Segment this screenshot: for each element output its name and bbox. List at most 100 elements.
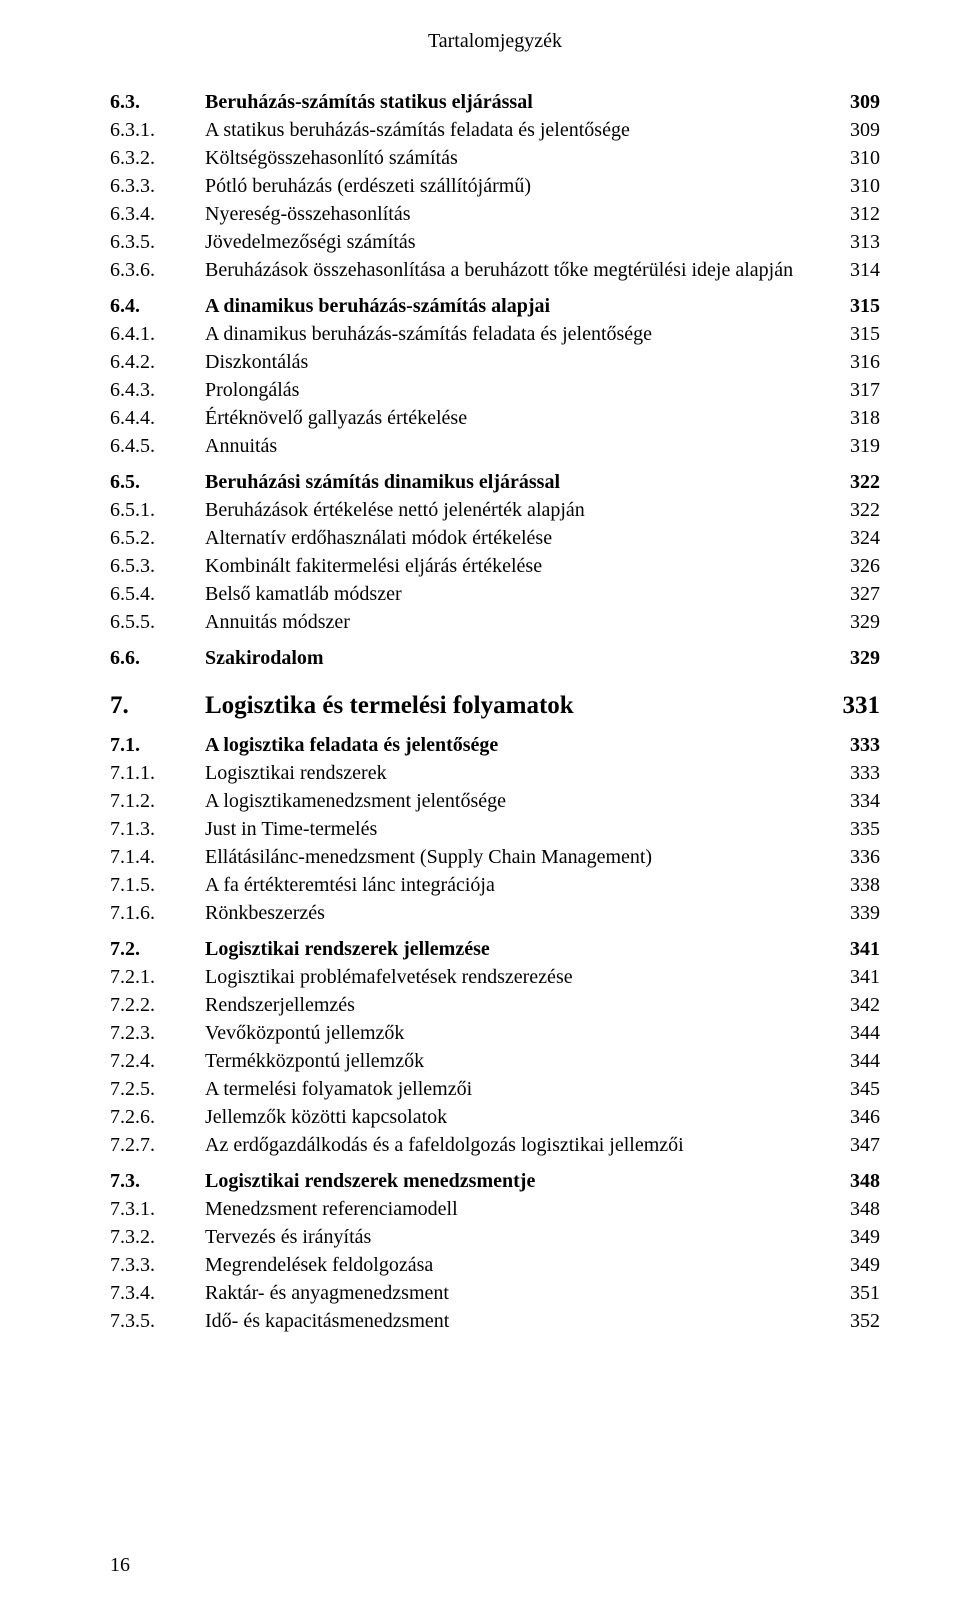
toc-entry: 6.5.2.Alternatív erdőhasználati módok ér… — [110, 525, 880, 552]
toc-entry-number: 6.5.2. — [110, 525, 205, 552]
toc-entry-page: 312 — [825, 201, 880, 228]
toc-entry-page: 348 — [825, 1168, 880, 1195]
toc-entry-number: 6.3.3. — [110, 173, 205, 200]
toc-entry-page: 310 — [825, 173, 880, 200]
toc-entry: 7.3.5.Idő- és kapacitásmenedzsment352 — [110, 1308, 880, 1335]
toc-entry: 6.5.3.Kombinált fakitermelési eljárás ér… — [110, 553, 880, 580]
toc-entry-number: 7.2. — [110, 936, 205, 963]
spacer — [110, 461, 880, 469]
toc-entry-title: Az erdőgazdálkodás és a fafeldolgozás lo… — [205, 1132, 825, 1159]
toc-entry-title: A statikus beruházás-számítás feladata é… — [205, 117, 825, 144]
toc-entry-page: 334 — [825, 788, 880, 815]
toc-entry-page: 333 — [825, 732, 880, 759]
toc-entry-title: Termékközpontú jellemzők — [205, 1048, 825, 1075]
toc-entry-number: 7.3.4. — [110, 1280, 205, 1307]
toc-entry-page: 317 — [825, 377, 880, 404]
toc-entry-page: 313 — [825, 229, 880, 256]
toc-entry-page: 315 — [825, 293, 880, 320]
toc-entry-page: 331 — [825, 689, 880, 723]
toc-entry: 6.4.4.Értéknövelő gallyazás értékelése31… — [110, 405, 880, 432]
toc-entry-title: Tervezés és irányítás — [205, 1224, 825, 1251]
toc-entry: 6.4.1.A dinamikus beruházás-számítás fel… — [110, 321, 880, 348]
toc-entry-title: Logisztikai rendszerek jellemzése — [205, 936, 825, 963]
toc-entry-number: 6.5.5. — [110, 609, 205, 636]
toc-entry-page: 324 — [825, 525, 880, 552]
toc-entry-number: 7.2.1. — [110, 964, 205, 991]
toc-entry-title: Költségösszehasonlító számítás — [205, 145, 825, 172]
toc-entry-page: 345 — [825, 1076, 880, 1103]
toc-entry: 7.1.2.A logisztikamenedzsment jelentőség… — [110, 788, 880, 815]
toc-entry-number: 7.2.5. — [110, 1076, 205, 1103]
toc-entry-number: 6.4.5. — [110, 433, 205, 460]
toc-entry-page: 348 — [825, 1196, 880, 1223]
toc-entry-title: Pótló beruházás (erdészeti szállítójármű… — [205, 173, 825, 200]
toc-entry-title: Beruházások értékelése nettó jelenérték … — [205, 497, 825, 524]
toc-entry-title: Beruházási számítás dinamikus eljárással — [205, 469, 825, 496]
toc-entry-title: Megrendelések feldolgozása — [205, 1252, 825, 1279]
toc-entry: 6.4.5.Annuitás319 — [110, 433, 880, 460]
toc-entry-number: 6.4.4. — [110, 405, 205, 432]
toc-entry-number: 7.1. — [110, 732, 205, 759]
toc-entry: 7.1.1.Logisztikai rendszerek333 — [110, 760, 880, 787]
toc-entry-title: Logisztikai problémafelvetések rendszere… — [205, 964, 825, 991]
toc-entry: 7.1.5.A fa értékteremtési lánc integráci… — [110, 872, 880, 899]
toc-entry-title: Beruházás-számítás statikus eljárással — [205, 89, 825, 116]
toc-entry-number: 7.3.5. — [110, 1308, 205, 1335]
toc-entry: 7.2.3.Vevőközpontú jellemzők344 — [110, 1020, 880, 1047]
toc-entry: 7.1.6.Rönkbeszerzés339 — [110, 900, 880, 927]
toc-entry: 6.3.5.Jövedelmezőségi számítás313 — [110, 229, 880, 256]
toc-entry: 7.1.A logisztika feladata és jelentősége… — [110, 732, 880, 759]
toc-entry-title: Logisztikai rendszerek menedzsmentje — [205, 1168, 825, 1195]
toc-entry-number: 7.2.6. — [110, 1104, 205, 1131]
toc-entry-page: 314 — [825, 257, 880, 284]
toc-entry-number: 7.1.6. — [110, 900, 205, 927]
toc-entry-page: 344 — [825, 1048, 880, 1075]
toc-entry-number: 7.3.3. — [110, 1252, 205, 1279]
toc-entry-title: A logisztika feladata és jelentősége — [205, 732, 825, 759]
toc-entry-number: 6.4.2. — [110, 349, 205, 376]
toc-entry-number: 6.5.4. — [110, 581, 205, 608]
toc-entry-title: Belső kamatláb módszer — [205, 581, 825, 608]
spacer — [110, 637, 880, 645]
toc-entry-number: 7.2.4. — [110, 1048, 205, 1075]
toc-entry-page: 315 — [825, 321, 880, 348]
toc-entry: 7.3.4.Raktár- és anyagmenedzsment351 — [110, 1280, 880, 1307]
toc-entry-page: 326 — [825, 553, 880, 580]
toc-page: Tartalomjegyzék 6.3.Beruházás-számítás s… — [0, 0, 960, 1597]
toc-entry-number: 7.1.5. — [110, 872, 205, 899]
toc-entry: 6.3.4.Nyereség-összehasonlítás312 — [110, 201, 880, 228]
toc-entry-number: 7.1.4. — [110, 844, 205, 871]
toc-entry-title: Szakirodalom — [205, 645, 825, 672]
toc-entry-title: Jellemzők közötti kapcsolatok — [205, 1104, 825, 1131]
toc-entry-title: Annuitás módszer — [205, 609, 825, 636]
toc-entry-number: 6.3.6. — [110, 257, 205, 284]
toc-entry-title: Beruházások összehasonlítása a beruházot… — [205, 257, 825, 284]
toc-entry-number: 6.3.4. — [110, 201, 205, 228]
toc-entry: 7.2.4.Termékközpontú jellemzők344 — [110, 1048, 880, 1075]
toc-entry: 6.5.1.Beruházások értékelése nettó jelen… — [110, 497, 880, 524]
toc-entry-title: Raktár- és anyagmenedzsment — [205, 1280, 825, 1307]
toc-entry-page: 322 — [825, 469, 880, 496]
toc-entry-title: Idő- és kapacitásmenedzsment — [205, 1308, 825, 1335]
toc-entry: 6.5.5.Annuitás módszer329 — [110, 609, 880, 636]
toc-entry-page: 349 — [825, 1252, 880, 1279]
toc-entry-title: Jövedelmezőségi számítás — [205, 229, 825, 256]
spacer — [110, 724, 880, 732]
toc-entry: 7.3.Logisztikai rendszerek menedzsmentje… — [110, 1168, 880, 1195]
toc-entry: 7.2.5.A termelési folyamatok jellemzői34… — [110, 1076, 880, 1103]
toc-entry-title: Ellátásilánc-menedzsment (Supply Chain M… — [205, 844, 825, 871]
toc-entry: 6.5.Beruházási számítás dinamikus eljárá… — [110, 469, 880, 496]
toc-entry: 6.6.Szakirodalom329 — [110, 645, 880, 672]
toc-entry: 7.3.1.Menedzsment referenciamodell348 — [110, 1196, 880, 1223]
toc-entry: 6.3.1.A statikus beruházás-számítás fela… — [110, 117, 880, 144]
toc-entry-page: 346 — [825, 1104, 880, 1131]
toc-entry-number: 7.2.3. — [110, 1020, 205, 1047]
toc-entry-number: 6.5.1. — [110, 497, 205, 524]
toc-entry: 7.2.1.Logisztikai problémafelvetések ren… — [110, 964, 880, 991]
toc-entry-page: 344 — [825, 1020, 880, 1047]
toc-entry-page: 309 — [825, 89, 880, 116]
toc-entry: 6.4.A dinamikus beruházás-számítás alapj… — [110, 293, 880, 320]
toc-entry: 6.3.2.Költségösszehasonlító számítás310 — [110, 145, 880, 172]
spacer — [110, 673, 880, 689]
toc-entry-number: 7.3. — [110, 1168, 205, 1195]
